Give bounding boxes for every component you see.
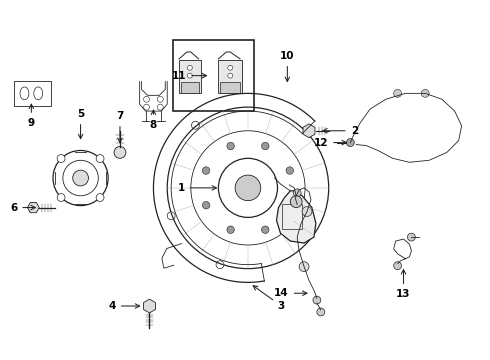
Circle shape — [227, 142, 234, 150]
Text: 13: 13 — [396, 270, 411, 299]
Circle shape — [408, 233, 416, 241]
Circle shape — [299, 262, 309, 271]
Circle shape — [187, 73, 193, 78]
Circle shape — [290, 196, 302, 208]
Bar — [181, 82, 199, 93]
Text: 7: 7 — [116, 111, 123, 143]
Bar — [219, 60, 242, 93]
Text: 1: 1 — [177, 183, 217, 193]
Bar — [14, 81, 51, 106]
Bar — [179, 60, 201, 93]
Circle shape — [187, 65, 193, 70]
Circle shape — [421, 89, 429, 97]
Circle shape — [346, 139, 354, 147]
Bar — [220, 82, 240, 93]
Text: 4: 4 — [108, 301, 140, 311]
Circle shape — [157, 104, 163, 110]
Circle shape — [114, 147, 126, 158]
Text: 11: 11 — [172, 71, 207, 81]
Circle shape — [302, 207, 312, 216]
Bar — [282, 204, 302, 229]
Text: 14: 14 — [274, 288, 307, 298]
Circle shape — [96, 154, 104, 162]
Text: 9: 9 — [28, 104, 35, 128]
Text: 3: 3 — [253, 286, 285, 311]
Bar — [173, 40, 254, 111]
Circle shape — [73, 170, 89, 186]
Circle shape — [393, 262, 401, 270]
Circle shape — [262, 226, 269, 234]
Circle shape — [235, 175, 261, 201]
Text: 10: 10 — [280, 51, 294, 82]
Circle shape — [96, 194, 104, 202]
Circle shape — [286, 167, 294, 174]
Text: 2: 2 — [323, 126, 358, 136]
Circle shape — [57, 194, 65, 202]
Circle shape — [202, 202, 210, 209]
Text: 12: 12 — [314, 138, 346, 148]
Circle shape — [144, 104, 149, 110]
Circle shape — [202, 167, 210, 174]
Text: 5: 5 — [77, 109, 84, 139]
Circle shape — [228, 73, 233, 78]
Circle shape — [227, 226, 234, 234]
Circle shape — [157, 96, 163, 102]
Text: 8: 8 — [150, 110, 157, 130]
Circle shape — [313, 296, 321, 304]
Polygon shape — [276, 191, 316, 243]
Circle shape — [393, 89, 401, 97]
Circle shape — [144, 96, 149, 102]
Circle shape — [317, 308, 325, 316]
Circle shape — [286, 202, 294, 209]
Text: 6: 6 — [10, 203, 35, 212]
Circle shape — [57, 154, 65, 162]
Circle shape — [293, 189, 301, 197]
Circle shape — [262, 142, 269, 150]
Circle shape — [228, 65, 233, 70]
